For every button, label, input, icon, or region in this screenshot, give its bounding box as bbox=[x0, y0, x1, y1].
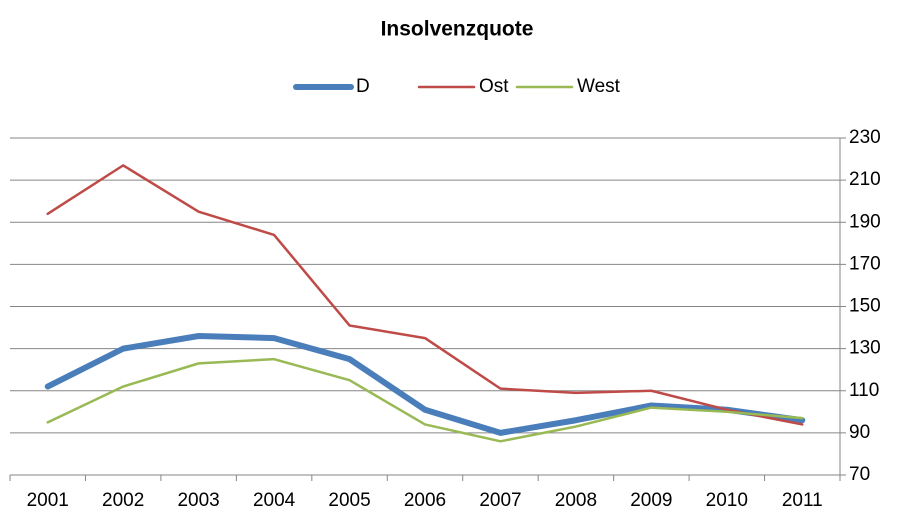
x-tick-label: 2002 bbox=[102, 490, 144, 511]
x-tick-label: 2001 bbox=[27, 490, 69, 511]
y-tick-label: 90 bbox=[849, 422, 870, 443]
legend-label: Ost bbox=[479, 76, 509, 97]
y-tick-label: 170 bbox=[849, 253, 881, 274]
x-tick-label: 2005 bbox=[328, 490, 370, 511]
series-line bbox=[44, 332, 806, 436]
x-tick-label: 2009 bbox=[630, 490, 672, 511]
x-tick-label: 2003 bbox=[177, 490, 219, 511]
x-tick-label: 2007 bbox=[479, 490, 521, 511]
x-tick-label: 2004 bbox=[253, 490, 296, 511]
legend-label: West bbox=[577, 76, 621, 97]
x-tick-label: 2006 bbox=[404, 490, 446, 511]
series-line bbox=[46, 357, 804, 443]
y-tick-label: 150 bbox=[849, 296, 881, 317]
x-tick-label: 2011 bbox=[782, 490, 823, 511]
legend-label: D bbox=[356, 76, 370, 97]
y-tick-label: 70 bbox=[849, 464, 870, 485]
x-tick-label: 2010 bbox=[706, 490, 748, 511]
y-tick-label: 110 bbox=[849, 380, 879, 401]
y-tick-label: 190 bbox=[849, 211, 881, 232]
x-tick-label: 2008 bbox=[555, 490, 597, 511]
y-tick-label: 210 bbox=[849, 169, 881, 190]
series-line bbox=[46, 164, 804, 426]
y-tick-label: 230 bbox=[849, 127, 881, 148]
chart-title: Insolvenzquote bbox=[381, 18, 534, 41]
y-tick-label: 130 bbox=[849, 338, 881, 359]
